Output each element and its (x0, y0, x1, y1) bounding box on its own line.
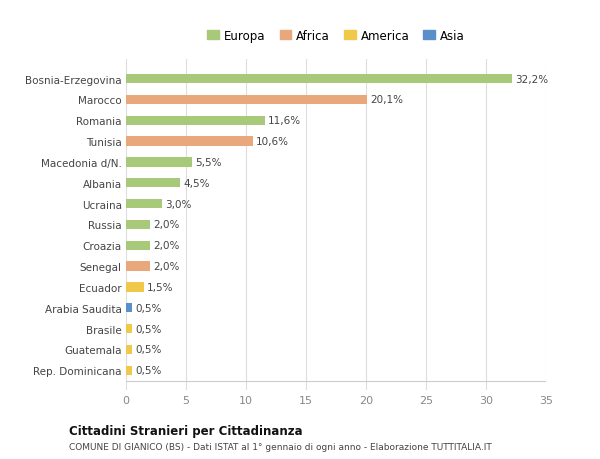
Text: 4,5%: 4,5% (183, 179, 209, 188)
Bar (126, 366, 132, 375)
Text: COMUNE DI GIANICO (BS) - Dati ISTAT al 1° gennaio di ogni anno - Elaborazione TU: COMUNE DI GIANICO (BS) - Dati ISTAT al 1… (69, 442, 492, 451)
Bar (126, 262, 150, 271)
Text: 2,0%: 2,0% (153, 220, 179, 230)
Bar (126, 95, 367, 105)
Text: 20,1%: 20,1% (370, 95, 403, 105)
Bar (126, 303, 132, 313)
Text: 10,6%: 10,6% (256, 137, 289, 147)
Text: 1,5%: 1,5% (147, 282, 173, 292)
Bar (126, 324, 132, 334)
Bar (126, 116, 265, 126)
Text: Cittadini Stranieri per Cittadinanza: Cittadini Stranieri per Cittadinanza (69, 424, 302, 437)
Bar (126, 241, 150, 250)
Bar (126, 200, 162, 209)
Bar (126, 345, 132, 354)
Bar (126, 158, 192, 167)
Text: 0,5%: 0,5% (135, 303, 161, 313)
Text: 2,0%: 2,0% (153, 241, 179, 251)
Text: 0,5%: 0,5% (135, 365, 161, 375)
Bar (126, 75, 512, 84)
Text: 2,0%: 2,0% (153, 262, 179, 271)
Bar (126, 179, 180, 188)
Bar (126, 220, 150, 230)
Bar (126, 283, 144, 292)
Text: 0,5%: 0,5% (135, 345, 161, 355)
Text: 11,6%: 11,6% (268, 116, 301, 126)
Text: 0,5%: 0,5% (135, 324, 161, 334)
Bar (126, 137, 253, 146)
Text: 5,5%: 5,5% (195, 157, 221, 168)
Legend: Europa, Africa, America, Asia: Europa, Africa, America, Asia (204, 26, 468, 46)
Text: 3,0%: 3,0% (165, 199, 191, 209)
Text: 32,2%: 32,2% (515, 74, 548, 84)
